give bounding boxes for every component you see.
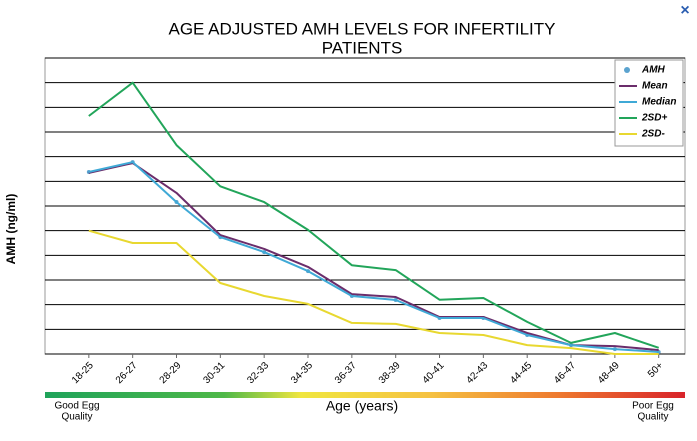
close-button[interactable]: × xyxy=(680,2,689,19)
x-tick-label: 18-25 xyxy=(70,360,96,386)
x-tick-label: 48-49 xyxy=(596,360,622,386)
x-tick-label: 26-27 xyxy=(114,360,140,386)
x-tick-label: 28-29 xyxy=(158,360,184,386)
chart-title: AGE ADJUSTED AMH LEVELS FOR INFERTILITY xyxy=(169,19,556,38)
chart-title: PATIENTS xyxy=(322,38,403,57)
legend-label: AMH xyxy=(641,65,666,76)
x-tick-label: 42-43 xyxy=(464,360,490,386)
x-tick-label: 40-41 xyxy=(421,360,447,386)
x-tick-label: 44-45 xyxy=(508,360,534,386)
x-tick-label: 38-39 xyxy=(377,360,403,386)
x-axis-label: Age (years) xyxy=(326,398,398,414)
legend-label: 2SD+ xyxy=(641,113,667,124)
legend-label: Median xyxy=(642,97,676,108)
x-tick-label: 34-35 xyxy=(289,360,315,386)
quality-note: Poor Egg xyxy=(632,401,674,412)
quality-note: Quality xyxy=(637,412,668,423)
legend-label: Mean xyxy=(642,81,668,92)
series-line xyxy=(88,161,659,353)
quality-note: Good Egg xyxy=(54,401,99,412)
legend-label: 2SD- xyxy=(641,129,665,140)
series-line xyxy=(88,229,659,355)
x-tick-label: 30-31 xyxy=(201,360,227,386)
x-tick-label: 36-37 xyxy=(333,360,359,386)
quality-note: Quality xyxy=(61,412,92,423)
x-tick-label: 50+ xyxy=(646,360,666,380)
quality-gradient xyxy=(45,392,685,398)
y-axis-label: AMH (ng/ml) xyxy=(4,194,18,265)
x-tick-label: 32-33 xyxy=(245,360,271,386)
legend-swatch xyxy=(624,67,630,73)
x-tick-label: 46-47 xyxy=(552,360,578,386)
series-line xyxy=(88,81,660,349)
